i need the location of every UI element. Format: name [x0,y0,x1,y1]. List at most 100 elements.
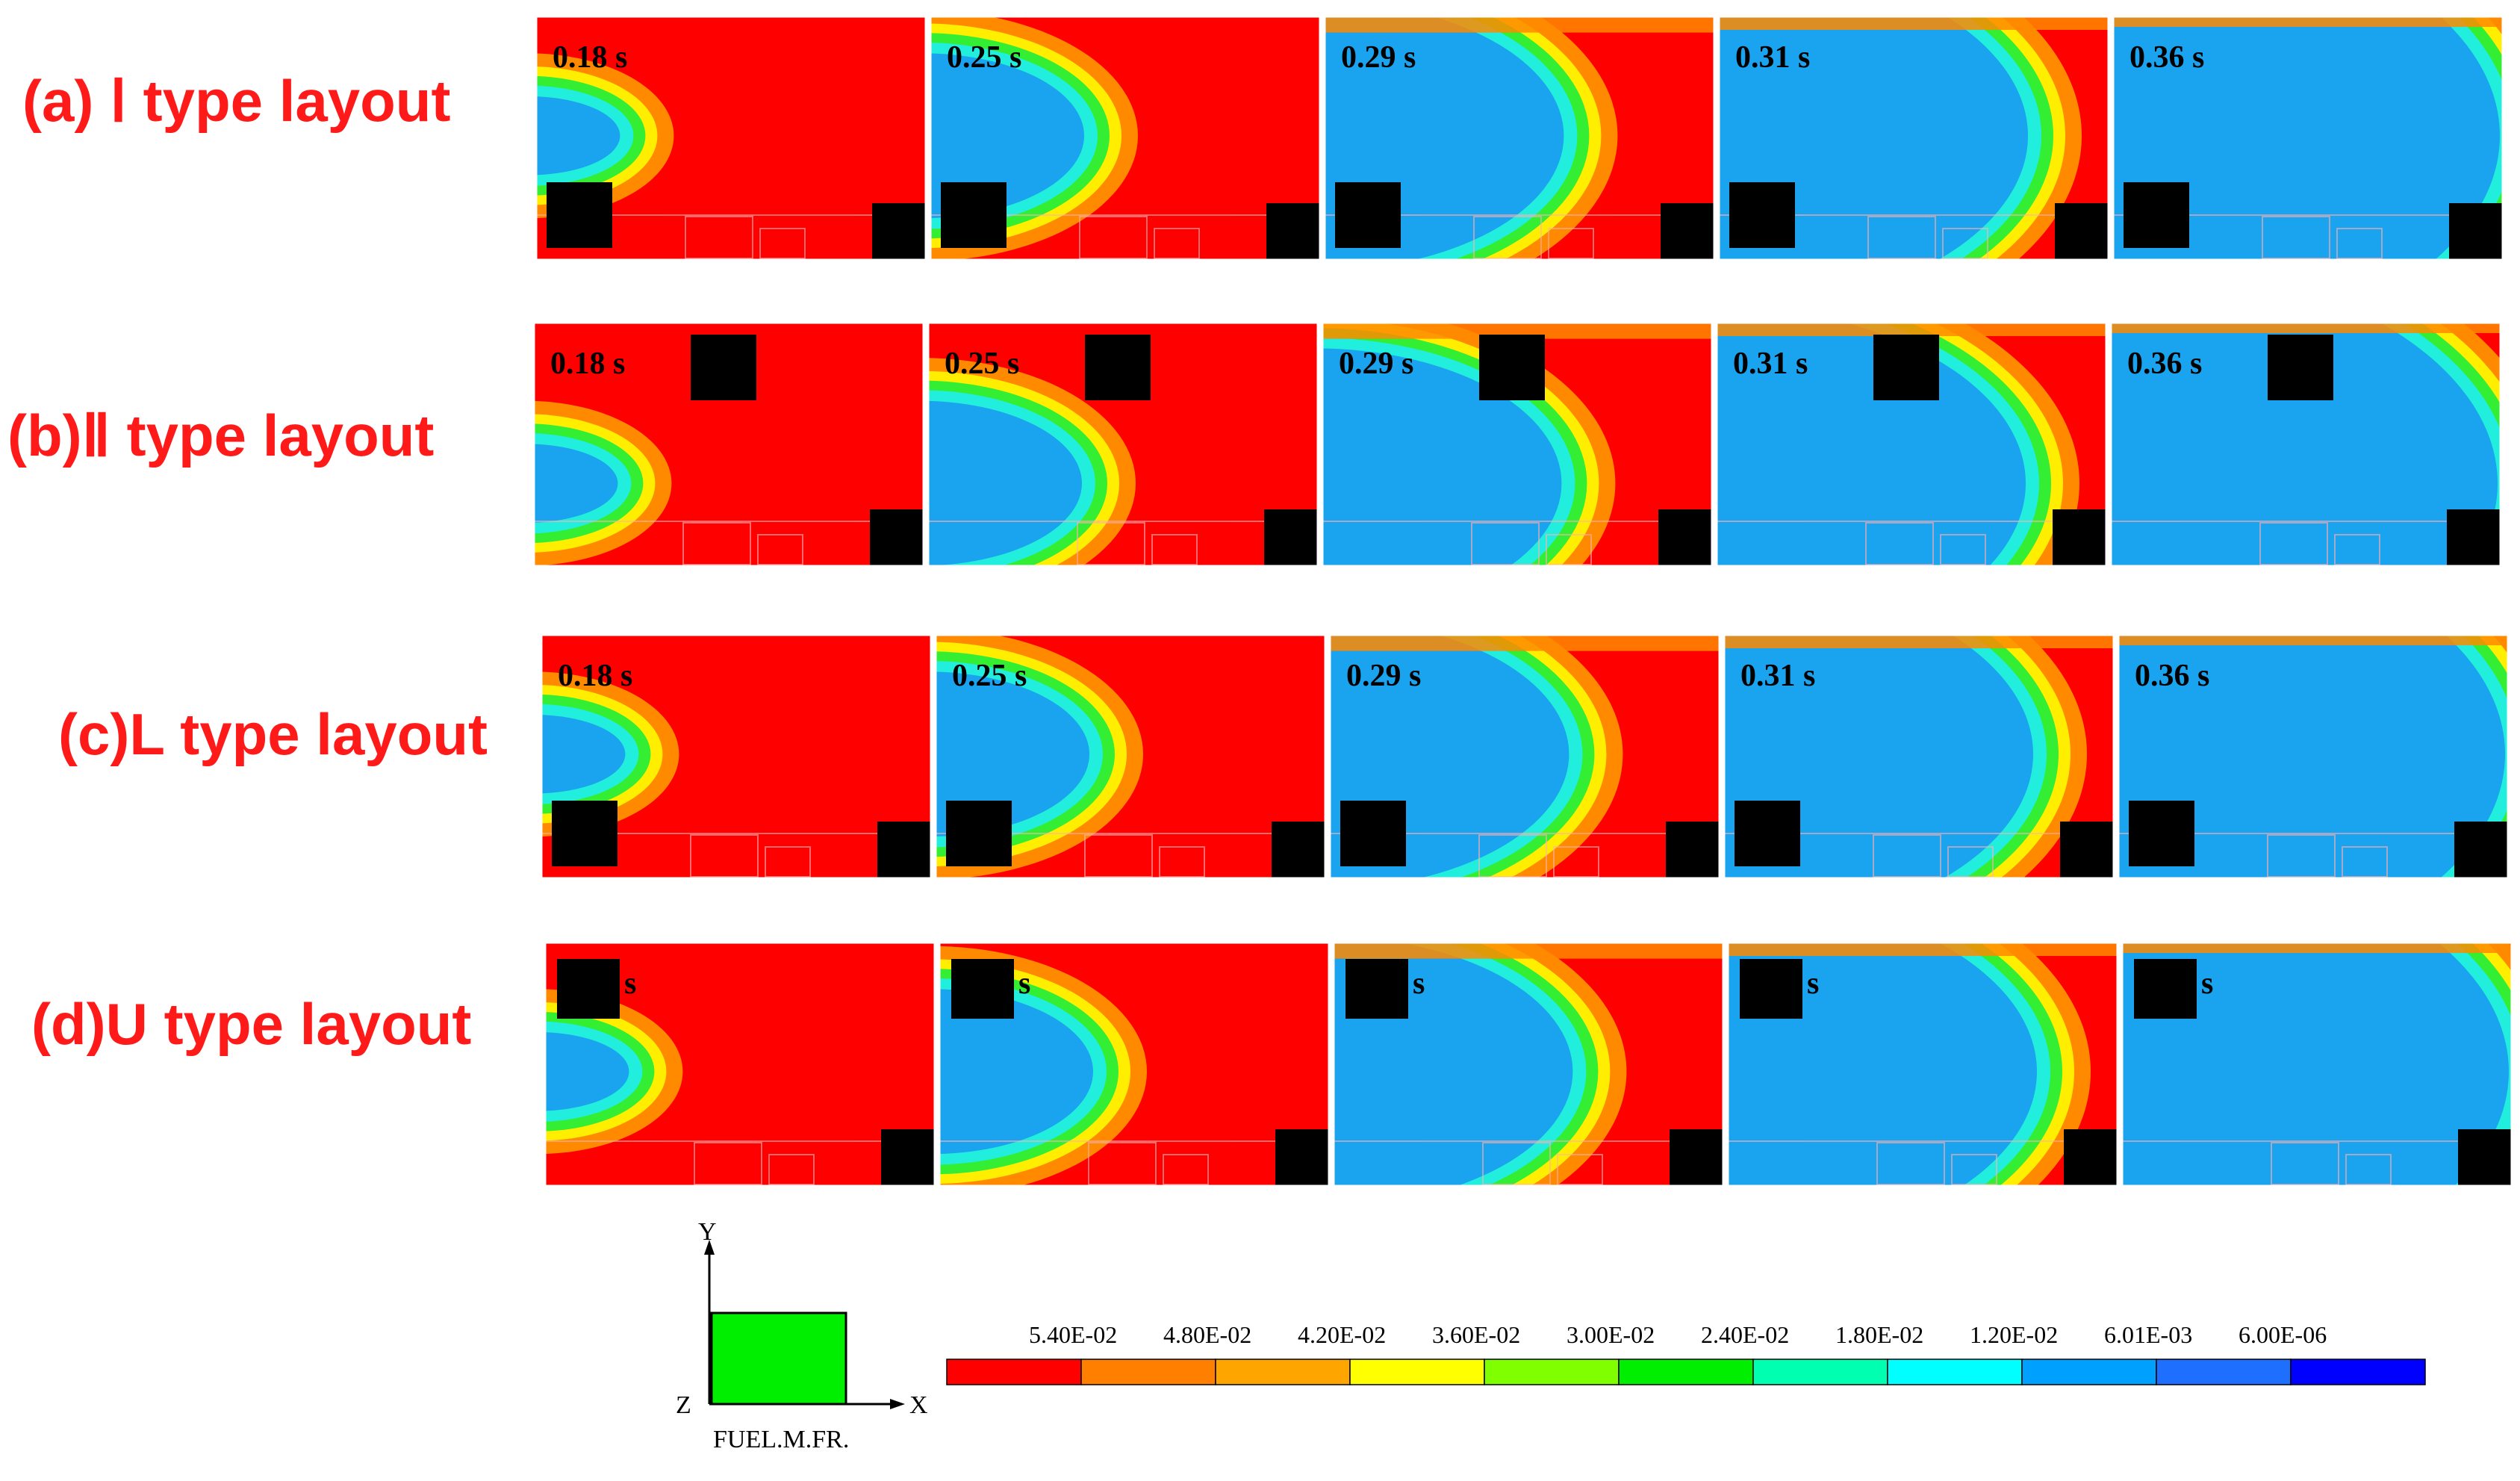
obstacle-block [1873,335,1939,400]
outline-lines [2111,521,2501,565]
time-label: 0.29 s [1341,40,1416,75]
y-axis-label: Y [698,1218,717,1246]
obstacle-block [1479,335,1545,400]
concentration-band [2113,16,2500,260]
obstacle-block [951,959,1014,1019]
colorbar-tick-label: 5.40E-02 [1029,1321,1117,1348]
obstacle-block [2458,1129,2512,1186]
row-label: (d)U type layout [31,991,471,1057]
contour-panel: 0.31 s [1723,633,2115,880]
concentration-band [2122,943,2509,1186]
colorbar-tick-label: 6.01E-03 [2104,1321,2192,1348]
colorbar-swatch [1618,1359,1754,1385]
concentration-band [939,989,1093,1155]
obstacle-block [2454,822,2508,878]
y-arrow-icon [704,1240,715,1255]
time-label: 0.31 s [1744,966,1819,1001]
contour-panel: 0.36 s [2121,941,2513,1187]
top-layer [1719,16,2109,30]
obstacle-block [2064,1129,2118,1186]
outline-lines [928,521,1318,565]
panel-border [1328,633,1721,880]
contour-panel: 0.25 s [934,633,1327,880]
concentration-band [2111,323,2498,566]
colorbar-tick-label: 4.20E-02 [1298,1321,1386,1348]
time-label: 0.18 s [550,347,625,381]
top-layer [1717,323,2106,336]
contour-panel: 0.29 s [1332,941,1725,1187]
time-label: 0.36 s [2138,966,2213,1001]
obstacle-block [2134,959,2197,1019]
colorbar-swatch [1887,1359,2023,1385]
contour-panel: 0.31 s [1715,321,2108,568]
contour-panel: 0.36 s [2117,633,2510,880]
time-label: 0.36 s [2127,347,2202,381]
time-label: 0.18 s [561,966,636,1001]
panel-border [1723,633,2115,880]
row-label: (c)L type layout [58,701,488,767]
colorbar-swatch [946,1359,1082,1385]
obstacle-block [1085,335,1151,400]
obstacle-block [2449,203,2503,260]
obstacle-block [2053,509,2106,566]
concentration-band [545,1032,629,1111]
concentration-band [536,96,620,176]
panel-border [2121,941,2513,1187]
axis-indicator: Y X Z FUEL.M.FR. [676,1218,928,1453]
top-layer [2113,16,2503,27]
row-labels: (a) Ⅰ type layout (b)Ⅱ type layout (c)L ty… [7,68,488,1057]
time-label: 0.31 s [1740,659,1815,693]
outline-lines [1322,521,1712,565]
colorbar-tick-label: 3.00E-02 [1567,1321,1655,1348]
panel-border [540,633,933,880]
top-layer [2118,635,2508,645]
obstacle-block [1340,801,1406,866]
obstacle-block [2268,335,2333,400]
contour-panel: 0.29 s [1328,633,1721,880]
panel-border [1717,15,2110,261]
panel-border [2117,633,2510,880]
concentration-band [930,53,1084,218]
obstacle-block [881,1129,935,1186]
obstacle-block [552,801,617,866]
panel-border [2112,15,2504,261]
obstacle-block [1661,203,1714,260]
concentration-band [1724,635,2033,878]
top-layer [1330,635,1720,651]
concentration-band [534,444,618,523]
panel-border [535,15,927,261]
x-arrow-icon [890,1399,905,1409]
obstacle-block [1266,203,1320,260]
top-layer [1724,635,2114,648]
obstacle-block [946,801,1012,866]
concentration-band [1728,943,2037,1186]
colorbar-swatch [1080,1359,1216,1385]
colorbar-tick-label: 1.20E-02 [1970,1321,2058,1348]
concentration-band [1719,16,2028,260]
obstacle-block [1729,182,1795,248]
outline-lines [534,521,924,565]
top-layer [2111,323,2501,333]
contour-panel: 0.29 s [1323,15,1716,261]
panel-border [2109,321,2502,568]
top-layer [1325,16,1714,33]
concentration-band [1717,323,2026,566]
panel-border [1715,321,2108,568]
domain-box [710,1311,847,1406]
colorbar-swatch [1349,1359,1485,1385]
colorbar-swatch [1752,1359,1888,1385]
time-label: 0.31 s [1733,347,1808,381]
obstacle-block [2129,801,2194,866]
z-axis-label: Z [676,1391,691,1419]
contour-panel: 0.18 s [544,941,936,1187]
panel-border [1323,15,1716,261]
obstacle-block [1735,801,1800,866]
obstacle-block [941,182,1007,248]
time-label: 0.29 s [1339,347,1413,381]
contour-panel: 0.31 s [1726,941,2119,1187]
obstacle-block [1345,959,1408,1019]
contour-panel: 0.25 s [929,15,1322,261]
colorbar-tick-label: 2.40E-02 [1701,1321,1789,1348]
contour-panel: 0.18 s [535,15,927,261]
